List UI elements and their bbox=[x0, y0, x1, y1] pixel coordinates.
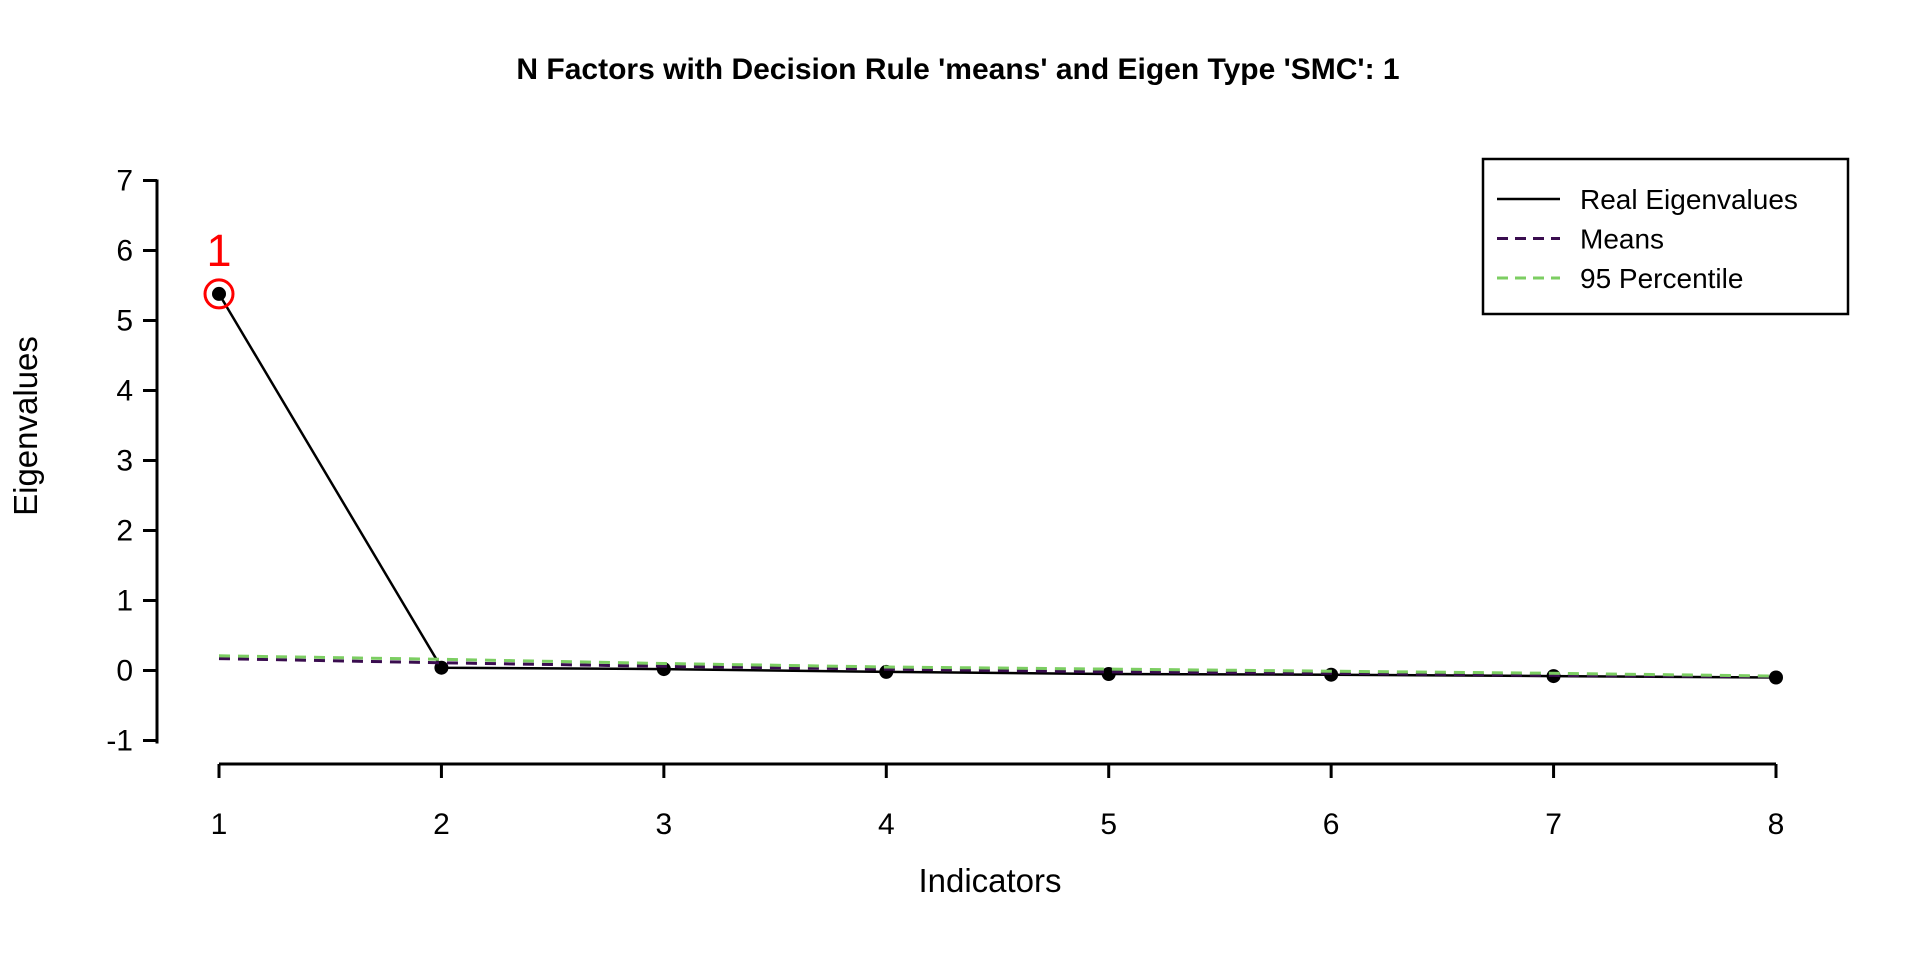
chart-title: N Factors with Decision Rule 'means' and… bbox=[516, 53, 1399, 86]
x-tick-label: 6 bbox=[1323, 808, 1340, 841]
series-line-real-eigenvalues bbox=[217, 293, 1777, 679]
x-axis: 1 2 3 4 5 6 7 8 bbox=[211, 762, 1785, 841]
y-axis: -1 0 1 2 3 4 5 6 7 bbox=[106, 165, 159, 758]
annotation: 1 bbox=[203, 225, 235, 310]
y-tick-label: 0 bbox=[116, 655, 133, 688]
y-tick-label: 7 bbox=[116, 165, 133, 198]
legend-label-means: Means bbox=[1580, 224, 1664, 255]
legend-items: Real Eigenvalues Means 95 Percentile bbox=[1497, 184, 1798, 294]
x-tick-label: 3 bbox=[656, 808, 673, 841]
legend-label-95-percentile: 95 Percentile bbox=[1580, 263, 1743, 294]
series-line-95-percentile bbox=[218, 654, 1777, 678]
y-axis-title: Eigenvalues bbox=[7, 336, 44, 516]
y-tick-label: 4 bbox=[116, 375, 133, 408]
x-axis-title: Indicators bbox=[918, 862, 1061, 899]
x-tick-label: 2 bbox=[433, 808, 450, 841]
y-tick-label: 5 bbox=[116, 305, 133, 338]
data-point-real-eigenvalues bbox=[1769, 670, 1783, 685]
legend-box bbox=[1481, 157, 1850, 316]
retained-factor-count-label: 1 bbox=[206, 225, 231, 276]
y-tick-label: 6 bbox=[116, 235, 133, 268]
x-tick-label: 7 bbox=[1545, 808, 1562, 841]
x-tick-label: 5 bbox=[1100, 808, 1117, 841]
y-tick-label: 1 bbox=[116, 585, 133, 618]
data-point-real-eigenvalues bbox=[212, 286, 226, 301]
series-line-means bbox=[218, 657, 1777, 679]
series-lines bbox=[212, 286, 1783, 685]
x-tick-label: 1 bbox=[211, 808, 228, 841]
y-tick-label: 3 bbox=[116, 445, 133, 478]
y-tick-label: 2 bbox=[116, 515, 133, 548]
x-tick-label: 8 bbox=[1768, 808, 1785, 841]
retained-factor-circle bbox=[203, 278, 235, 310]
x-tick-label: 4 bbox=[878, 808, 895, 841]
y-tick-label: -1 bbox=[106, 725, 133, 758]
legend: Real Eigenvalues Means 95 Percentile bbox=[1481, 157, 1850, 316]
legend-label-real-eigenvalues: Real Eigenvalues bbox=[1580, 184, 1798, 215]
